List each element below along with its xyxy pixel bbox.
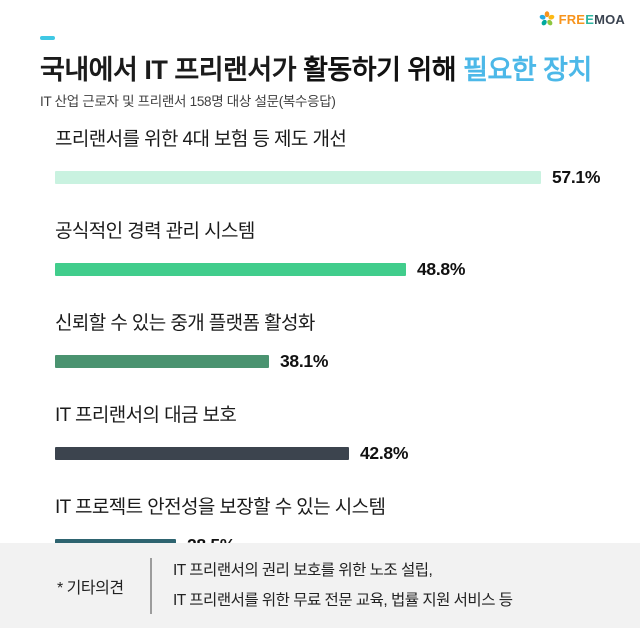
vertical-divider <box>150 557 152 614</box>
bar-value: 57.1% <box>552 167 601 187</box>
other-opinion-line-2: IT 프리랜서를 위한 무료 전문 교육, 법률 지원 서비스 등 <box>173 591 513 609</box>
other-opinion-line-1: IT 프리랜서의 권리 보호를 위한 노조 설립, <box>173 562 433 579</box>
bar-segment <box>55 355 269 368</box>
bar-label: 신뢰할 수 있는 중개 플랫폼 활성화 <box>55 313 315 334</box>
bar-track: 42.8% <box>55 443 615 464</box>
logo-text-moa: MOA <box>594 11 625 27</box>
bar-track: 57.1% <box>55 167 615 188</box>
pinwheel-flower-icon <box>539 11 555 27</box>
bar-label: IT 프리랜서의 대금 보호 <box>55 405 237 426</box>
chart-row: IT 프리랜서의 대금 보호 42.8% <box>55 400 615 464</box>
bar-track: 38.1% <box>55 351 615 372</box>
chart-row: 프리랜서를 위한 4대 보험 등 제도 개선 57.1% <box>55 124 615 188</box>
bar-segment <box>55 263 406 276</box>
bar-segment <box>55 447 349 460</box>
other-opinions-panel: * 기타의견 IT 프리랜서의 권리 보호를 위한 노조 설립, IT 프리랜서… <box>0 543 640 628</box>
bar-label: IT 프로젝트 안전성을 보장할 수 있는 시스템 <box>55 497 386 518</box>
survey-subtitle: IT 산업 근로자 및 프리랜서 158명 대상 설문(복수응답) <box>40 94 336 109</box>
bar-segment <box>55 171 541 184</box>
chart-row: 공식적인 경력 관리 시스템 48.8% <box>55 216 615 280</box>
logo-wordmark: FREEMOA <box>559 12 625 27</box>
bar-chart: 프리랜서를 위한 4대 보험 등 제도 개선 57.1% 공식적인 경력 관리 … <box>55 124 615 584</box>
logo-text-fre: FRE <box>558 11 586 27</box>
logo-text-e: E <box>585 11 595 27</box>
other-opinions-label: * 기타의견 <box>57 579 124 597</box>
other-opinions-text: IT 프리랜서의 권리 보호를 위한 노조 설립, IT 프리랜서를 위한 무료… <box>173 563 513 608</box>
title-part-3: 필요한 장치 <box>463 55 592 85</box>
chart-row: 신뢰할 수 있는 중개 플랫폼 활성화 38.1% <box>55 308 615 372</box>
title-part-2: 활동하기 위해 <box>303 55 464 85</box>
bar-value: 38.1% <box>280 351 329 371</box>
bar-value: 48.8% <box>417 259 466 279</box>
freemoa-logo: FREEMOA <box>539 11 625 27</box>
bar-label: 공식적인 경력 관리 시스템 <box>55 221 255 242</box>
bar-track: 48.8% <box>55 259 615 280</box>
accent-dash <box>40 36 55 40</box>
page-title: 국내에서 IT 프리랜서가 활동하기 위해 필요한 장치 <box>40 48 592 87</box>
title-part-1: 국내에서 IT 프리랜서가 <box>40 55 304 85</box>
bar-value: 42.8% <box>360 443 409 463</box>
bar-label: 프리랜서를 위한 4대 보험 등 제도 개선 <box>55 129 347 150</box>
